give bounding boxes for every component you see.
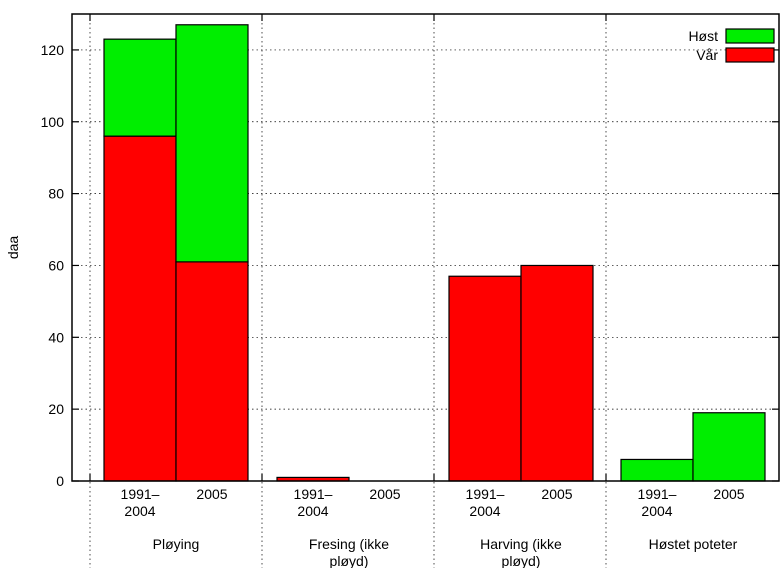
bar-label: 1991–: [121, 486, 160, 502]
group-label: Fresing (ikke: [309, 536, 389, 552]
bar-segment-var: [103, 135, 177, 482]
group-label: Harving (ikke: [480, 536, 562, 552]
bar-label: 2005: [369, 486, 400, 502]
bar-segment-var: [175, 261, 249, 482]
bar-segment-host: [175, 24, 249, 263]
bar-label: 1991–: [638, 486, 677, 502]
axis-ticks: [72, 14, 779, 482]
group-label: Pløying: [153, 536, 200, 552]
bar-label: 2005: [713, 486, 744, 502]
group-label: pløyd): [502, 553, 541, 568]
bar-segment-var: [520, 264, 594, 482]
y-tick-label: 100: [41, 114, 65, 130]
bar-segment-host: [620, 458, 694, 482]
legend: Høst Vår: [688, 28, 775, 63]
bar-label: 2004: [641, 503, 672, 519]
legend-swatch: [725, 28, 775, 44]
legend-swatch: [725, 47, 775, 63]
y-tick-label: 40: [48, 329, 64, 345]
group-label: pløyd): [330, 553, 369, 568]
bar-segment-host: [103, 38, 177, 137]
bar-label: 2004: [124, 503, 155, 519]
legend-label: Høst: [688, 28, 718, 44]
y-axis-label: daa: [5, 236, 21, 260]
bar-segment-var: [448, 275, 522, 482]
bar-label: 1991–: [294, 486, 333, 502]
bar-segment-host: [692, 412, 766, 482]
y-tick-label: 20: [48, 401, 64, 417]
y-tick-label: 60: [48, 257, 64, 273]
y-tick-label: 80: [48, 186, 64, 202]
group-label: Høstet poteter: [649, 536, 738, 552]
y-tick-label: 0: [56, 473, 64, 489]
plot-frame: [71, 13, 780, 482]
y-tick-label: 120: [41, 42, 65, 58]
bar-label: 2004: [297, 503, 328, 519]
legend-label: Vår: [696, 47, 718, 63]
bars: [103, 24, 766, 482]
bar-label: 2005: [541, 486, 572, 502]
bar-label: 2004: [469, 503, 500, 519]
bar-label: 1991–: [466, 486, 505, 502]
bar-label: 2005: [196, 486, 227, 502]
axis-labels: 0204060801001201991–20042005Pløying1991–…: [41, 42, 745, 568]
